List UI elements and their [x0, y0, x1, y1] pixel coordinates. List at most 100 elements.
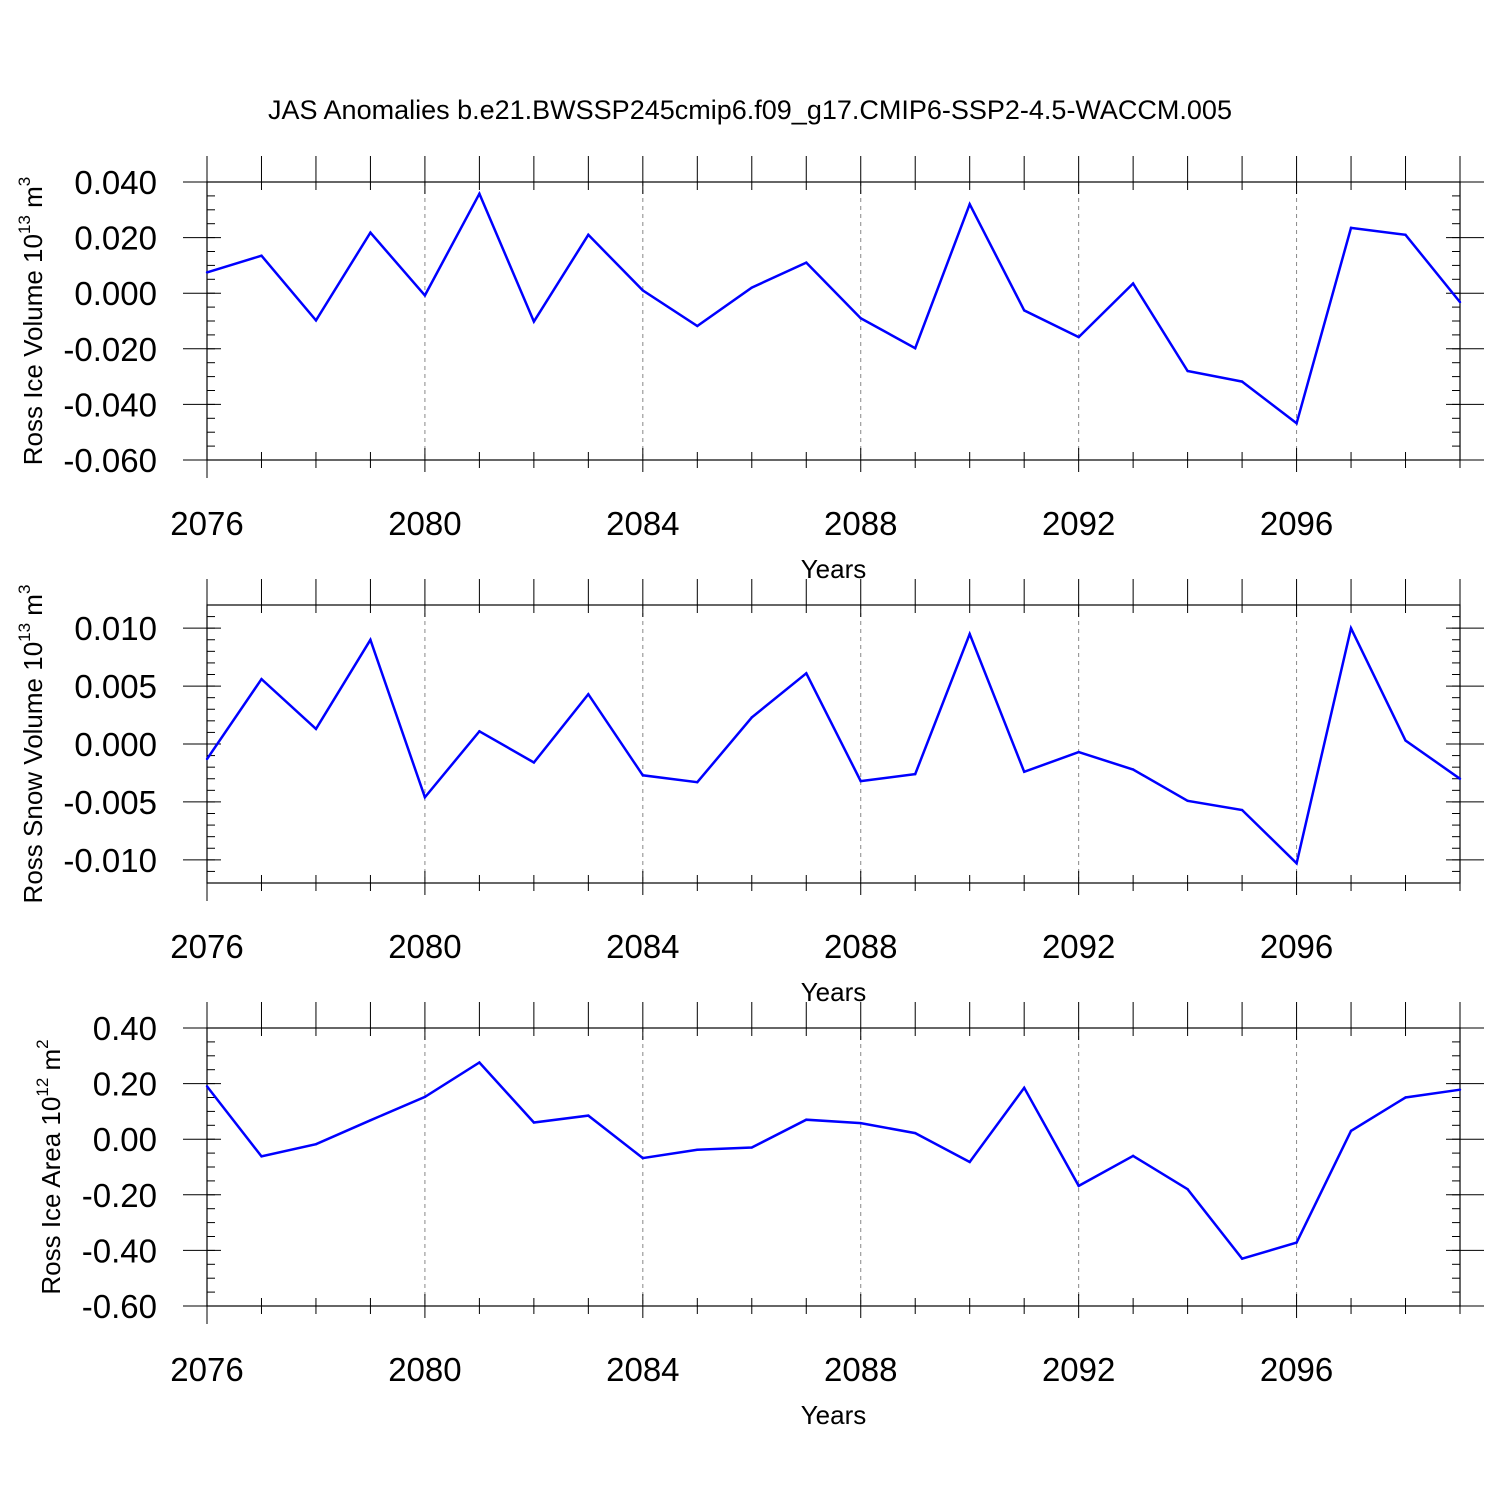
data-point — [1295, 862, 1298, 865]
y-tick-label: -0.060 — [63, 442, 157, 479]
data-point — [260, 677, 263, 681]
data-point — [478, 730, 481, 733]
data-point — [260, 254, 263, 257]
data-point — [1077, 1184, 1080, 1188]
y-tick-label: 0.020 — [74, 220, 157, 257]
series-line — [205, 624, 1461, 866]
y-tick-label: -0.010 — [63, 842, 157, 879]
x-tick-label: 2076 — [170, 1351, 243, 1388]
data-point — [205, 757, 209, 761]
x-tick-label: 2084 — [606, 1351, 679, 1388]
data-point — [423, 1095, 427, 1099]
x-tick-label: 2088 — [824, 1351, 897, 1388]
data-point — [968, 632, 971, 636]
y-axis-label: Ross Ice Area 1012 m2 — [33, 1039, 66, 1294]
data-point — [1131, 282, 1135, 285]
data-point — [641, 774, 645, 777]
data-point — [750, 1146, 753, 1149]
plot-frame — [206, 181, 1461, 461]
data-point — [641, 289, 645, 292]
data-point — [205, 271, 209, 274]
data-point — [587, 692, 590, 696]
data-point — [1022, 770, 1026, 773]
x-tick-label: 2088 — [824, 928, 897, 965]
data-point — [1404, 233, 1407, 237]
panel-1: 2076 2080 2084 2088 2092 2096 -0.060 -0.040 -0.0… — [15, 156, 1484, 584]
x-tick-label: 2084 — [606, 928, 679, 965]
data-point — [260, 1155, 263, 1158]
x-tick-label: 2080 — [388, 928, 461, 965]
x-tick-label: 2092 — [1042, 1351, 1115, 1388]
data-point — [968, 203, 971, 206]
data-point — [914, 1131, 917, 1135]
data-point — [587, 1114, 590, 1117]
data-point — [750, 286, 753, 289]
panels-container: 2076 2080 2084 2088 2092 2096 -0.060 -0.040 -0.0… — [15, 156, 1484, 1430]
data-point — [1349, 1129, 1353, 1133]
data-point — [1186, 369, 1189, 373]
series-line — [206, 1060, 1461, 1261]
data-point — [587, 233, 590, 237]
x-tick-label: 2080 — [388, 1351, 461, 1388]
x-tick-label: 2076 — [170, 505, 243, 542]
data-point — [369, 231, 372, 234]
data-point — [1186, 799, 1189, 802]
data-point — [1240, 380, 1244, 383]
data-point — [532, 320, 536, 323]
data-point — [1458, 1088, 1462, 1091]
data-point — [1240, 1257, 1244, 1260]
data-point — [478, 1061, 481, 1064]
panel-3: 2076 2080 2084 2088 2092 2096 -0.60 -0.40 -0.20 0… — [33, 1002, 1484, 1430]
y-tick-label: 0.010 — [74, 610, 157, 647]
data-point — [1022, 309, 1026, 312]
y-tick-label: -0.20 — [82, 1177, 157, 1214]
data-point — [1458, 300, 1462, 304]
x-tick-label: 2096 — [1260, 1351, 1333, 1388]
data-point — [1240, 808, 1244, 812]
data-point — [1295, 1241, 1298, 1244]
y-tick-label: -0.40 — [82, 1232, 157, 1269]
y-tick-label: -0.60 — [82, 1288, 157, 1325]
y-tick-label: 0.00 — [93, 1121, 157, 1158]
plot-frame — [206, 1027, 1461, 1307]
plot-frame — [206, 604, 1461, 884]
data-point — [1349, 626, 1353, 630]
x-axis-label: Years — [801, 554, 867, 584]
y-axis-label: Ross Ice Volume 1013 m3 — [15, 177, 48, 466]
data-point — [914, 347, 917, 350]
data-point — [696, 324, 699, 328]
y-tick-label: 0.005 — [74, 668, 157, 705]
y-tick-label: 0.40 — [93, 1010, 157, 1047]
chart-title: JAS Anomalies b.e21.BWSSP245cmip6.f09_g1… — [268, 95, 1232, 125]
x-tick-label: 2080 — [388, 505, 461, 542]
data-point — [1404, 739, 1407, 742]
data-point — [1077, 750, 1080, 754]
x-axis-label: Years — [801, 1400, 867, 1430]
y-tick-label: 0.000 — [74, 275, 157, 312]
data-point — [1022, 1086, 1026, 1089]
x-tick-label: 2096 — [1260, 928, 1333, 965]
data-point — [423, 796, 427, 799]
y-tick-label: 0.040 — [74, 164, 157, 201]
data-point — [696, 781, 699, 784]
data-point — [750, 716, 753, 719]
panel-2: 2076 2080 2084 2088 2092 2096 -0.010 -0.005 0.00… — [15, 579, 1484, 1007]
data-point — [968, 1160, 971, 1164]
x-tick-label: 2084 — [606, 505, 679, 542]
data-point — [1077, 335, 1080, 339]
data-point — [478, 192, 481, 195]
data-point — [1458, 777, 1462, 780]
y-axis-label: Ross Snow Volume 1013 m3 — [15, 585, 48, 904]
y-tick-label: -0.020 — [63, 331, 157, 368]
y-tick-label: -0.005 — [63, 784, 157, 821]
x-tick-label: 2092 — [1042, 928, 1115, 965]
data-point — [805, 672, 808, 675]
data-point — [1186, 1188, 1189, 1191]
x-tick-label: 2096 — [1260, 505, 1333, 542]
x-tick-label: 2088 — [824, 505, 897, 542]
data-point — [696, 1148, 699, 1151]
data-point — [205, 1085, 209, 1088]
data-point — [914, 772, 917, 776]
data-point — [1349, 226, 1353, 230]
